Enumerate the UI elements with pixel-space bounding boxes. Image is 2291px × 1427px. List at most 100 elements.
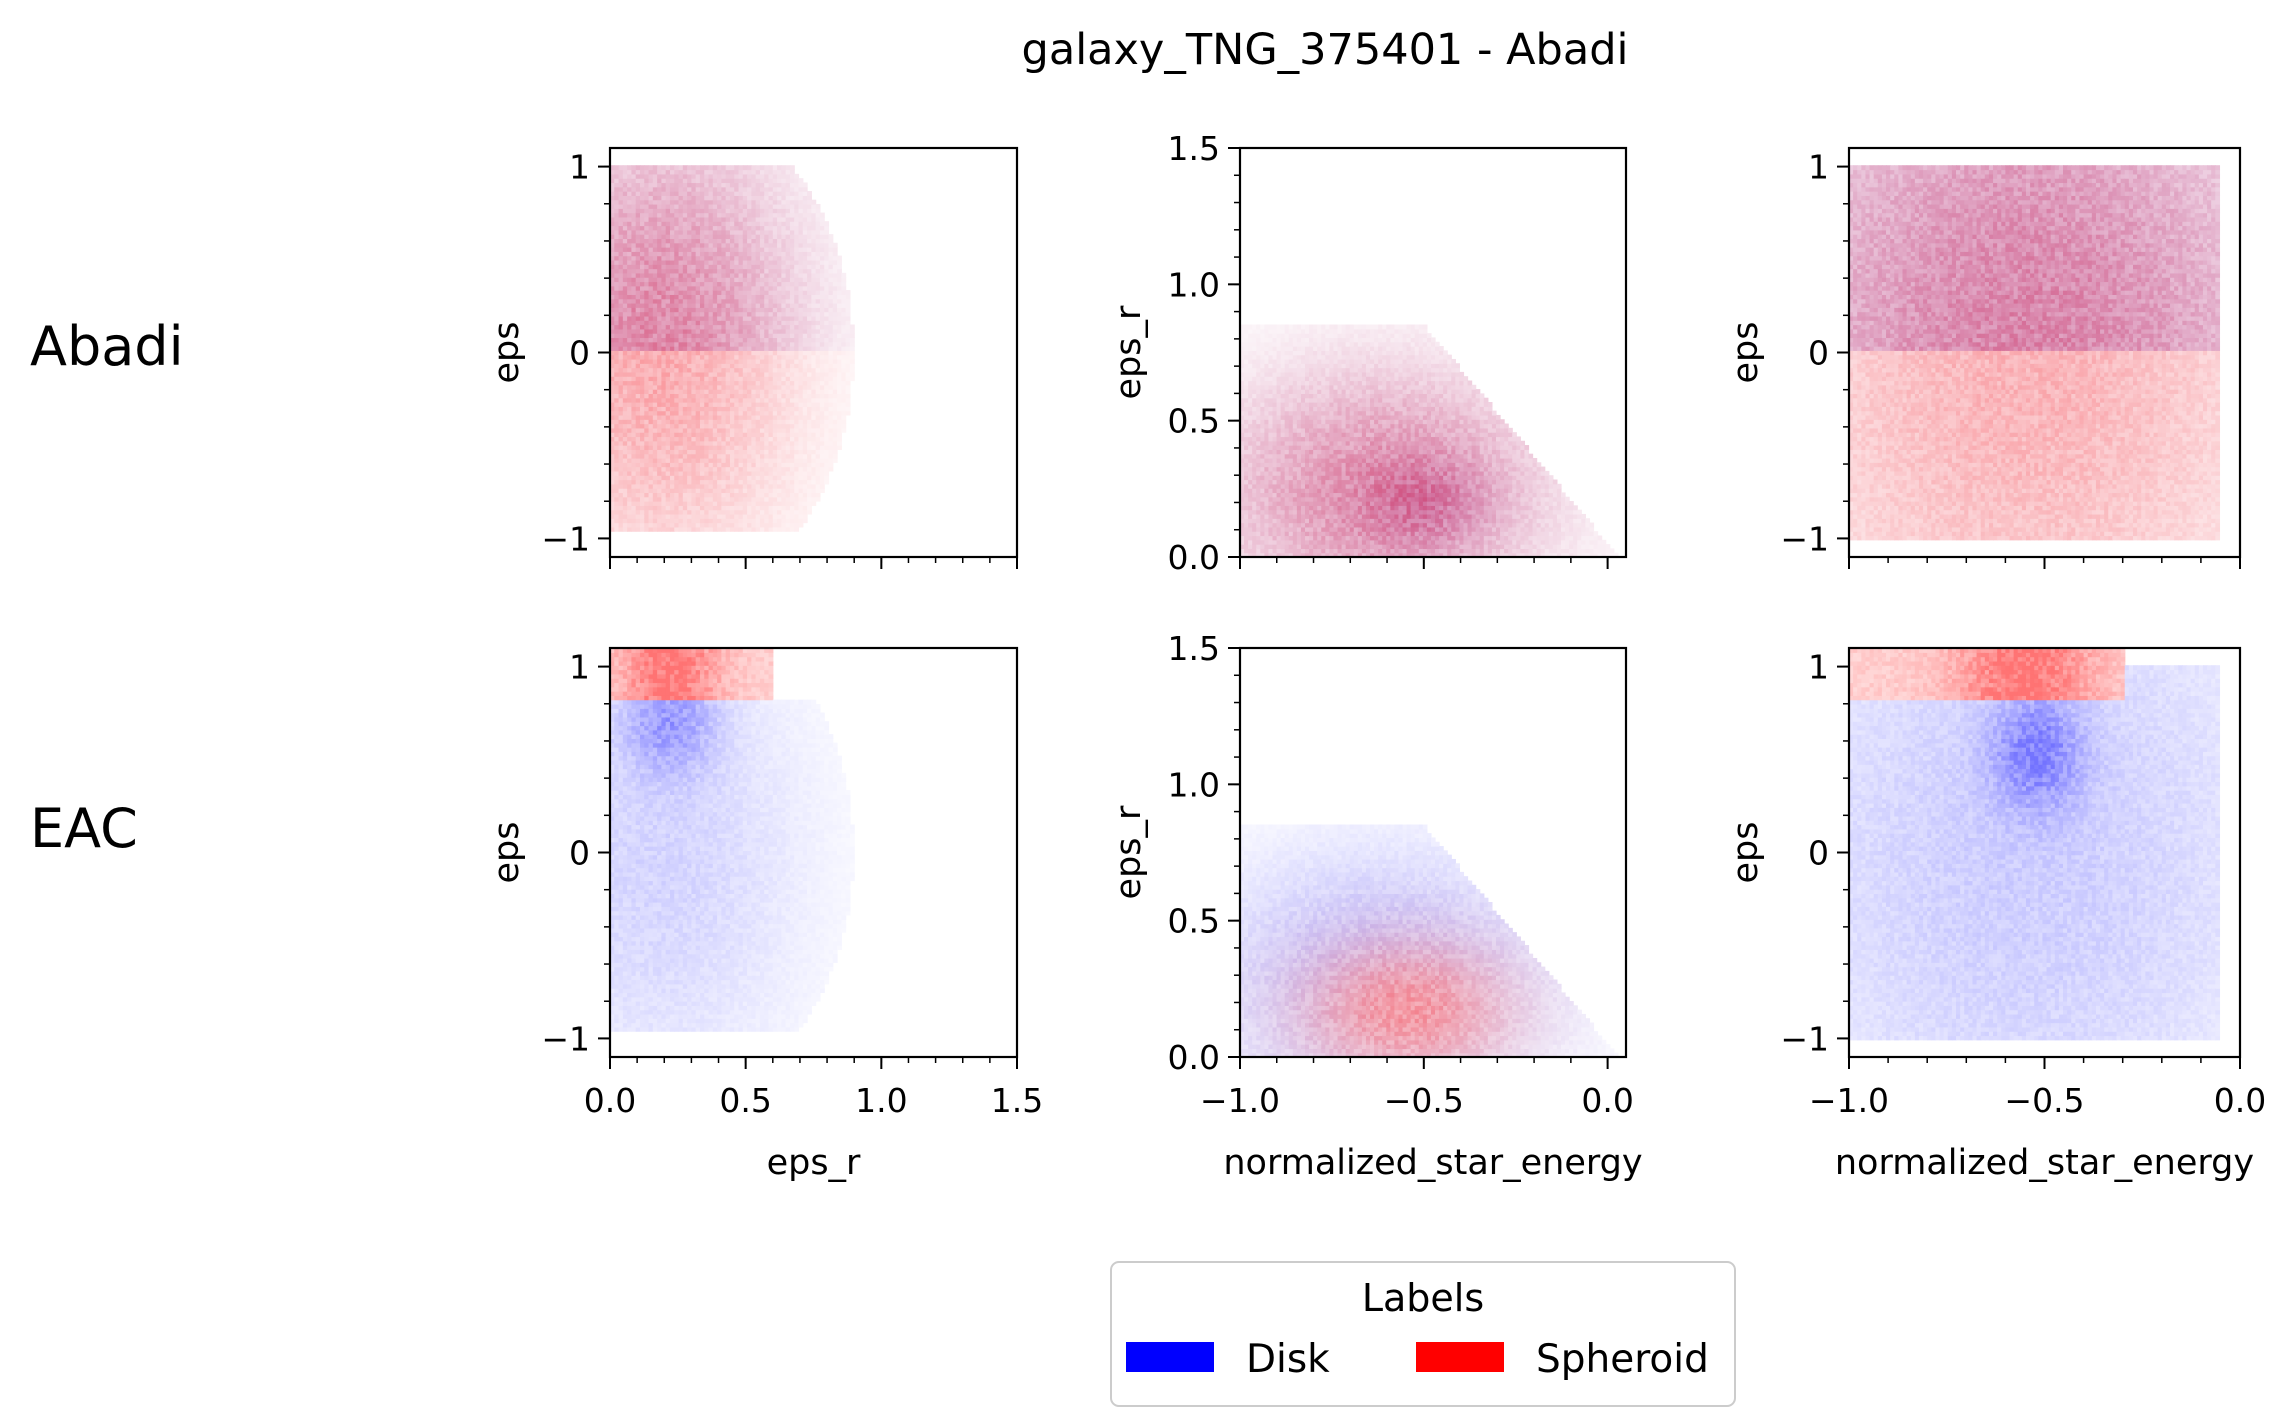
heatmap-cell	[815, 333, 821, 339]
heatmap-cell	[717, 247, 722, 252]
heatmap-cell	[717, 445, 722, 450]
heatmap-cell	[652, 445, 658, 450]
heatmap-cell	[785, 453, 791, 459]
heatmap-cell	[712, 216, 718, 222]
heatmap-cell	[687, 178, 692, 184]
heatmap-cell	[712, 229, 718, 235]
heatmap-cell	[751, 320, 757, 326]
heatmap-cell	[781, 242, 787, 248]
heatmap-cell	[631, 363, 637, 369]
heatmap-cell	[742, 363, 748, 369]
heatmap-cell	[665, 225, 671, 231]
heatmap-cell	[819, 423, 825, 429]
heatmap-cell	[635, 522, 641, 528]
heatmap-cell	[755, 298, 761, 304]
heatmap-cell	[794, 384, 800, 390]
heatmap-cell	[1260, 470, 1265, 476]
heatmap-cell	[824, 449, 830, 455]
heatmap-cell	[717, 302, 722, 308]
heatmap-cell	[635, 294, 641, 300]
heatmap-cell	[815, 208, 821, 214]
heatmap-cell	[849, 337, 855, 343]
heatmap-cell	[1244, 371, 1249, 377]
heatmap-cell	[841, 272, 847, 278]
heatmap-cell	[721, 337, 727, 343]
heatmap-cell	[802, 479, 808, 485]
heatmap-cell	[717, 229, 722, 235]
heatmap-cell	[610, 457, 615, 463]
heatmap-cell	[734, 445, 740, 450]
heatmap-cell	[691, 449, 697, 455]
heatmap-cell	[627, 397, 633, 403]
heatmap-cell	[712, 290, 718, 295]
heatmap-cell	[691, 216, 697, 222]
heatmap-cell	[618, 380, 624, 386]
heatmap-cell	[704, 513, 710, 519]
heatmap-cell	[657, 518, 663, 524]
heatmap-cell	[721, 208, 727, 214]
heatmap-cell	[635, 505, 641, 511]
heatmap-cell	[802, 225, 808, 231]
heatmap-cell	[802, 247, 808, 252]
heatmap-cell	[789, 182, 795, 188]
heatmap-cell	[678, 320, 684, 326]
heatmap-cell	[712, 496, 718, 502]
heatmap-cell	[1260, 406, 1265, 412]
heatmap-cell	[712, 178, 718, 184]
heatmap-cell	[738, 173, 744, 179]
heatmap-cell	[712, 354, 718, 360]
heatmap-cell	[678, 259, 684, 265]
heatmap-cell	[699, 259, 705, 265]
heatmap-cell	[755, 505, 761, 511]
heatmap-cell	[1240, 462, 1245, 468]
heatmap-cell	[1240, 548, 1245, 554]
heatmap-cell	[631, 445, 637, 450]
heatmap-cell	[665, 522, 671, 528]
heatmap-cell	[832, 311, 838, 317]
heatmap-cell	[802, 302, 808, 308]
heatmap-cell	[777, 251, 782, 257]
heatmap-cell	[674, 358, 680, 364]
heatmap-cell	[751, 358, 757, 364]
heatmap-cell	[1268, 367, 1274, 373]
heatmap-cell	[1256, 406, 1261, 412]
heatmap-cell	[794, 380, 800, 386]
heatmap-cell	[1252, 492, 1257, 498]
heatmap-cell	[610, 419, 615, 425]
heatmap-cell	[764, 496, 770, 502]
heatmap-cell	[742, 371, 748, 377]
heatmap-cell	[665, 384, 671, 390]
heatmap-cell	[717, 285, 722, 291]
heatmap-cell	[695, 449, 701, 455]
heatmap-cell	[798, 234, 804, 240]
heatmap-cell	[639, 389, 645, 394]
heatmap-cell	[635, 216, 641, 222]
heatmap-cell	[1272, 341, 1278, 347]
heatmap-cell	[721, 277, 727, 283]
heatmap-cell	[639, 238, 645, 244]
heatmap-cell	[742, 518, 748, 524]
heatmap-cell	[648, 234, 654, 240]
heatmap-cell	[614, 229, 620, 235]
heatmap-cell	[777, 221, 782, 227]
heatmap-cell	[759, 492, 765, 498]
heatmap-cell	[819, 440, 825, 446]
heatmap-cell	[1248, 445, 1253, 450]
heatmap-cell	[845, 389, 851, 394]
heatmap-cell	[729, 501, 735, 506]
heatmap-cell	[751, 328, 757, 334]
heatmap-cell	[648, 354, 654, 360]
heatmap-cell	[747, 337, 752, 343]
heatmap-cell	[785, 518, 791, 524]
heatmap-cell	[734, 363, 740, 369]
heatmap-cell	[755, 195, 761, 201]
heatmap-cell	[798, 242, 804, 248]
heatmap-cell	[837, 320, 842, 326]
heatmap-cell	[610, 328, 615, 334]
heatmap-cell	[644, 203, 650, 209]
heatmap-cell	[1252, 367, 1257, 373]
heatmap-cell	[669, 371, 675, 377]
heatmap-cell	[1240, 350, 1245, 356]
heatmap-cell	[704, 169, 710, 175]
